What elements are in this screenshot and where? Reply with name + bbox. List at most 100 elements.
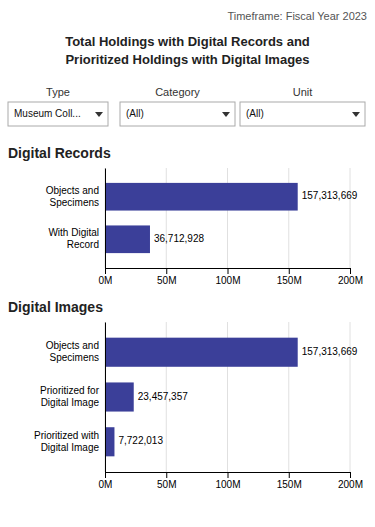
chart-title: Digital Records [8, 145, 111, 161]
filter: Unit (All) [240, 86, 365, 126]
data-labels: 157,313,669 36,712,928 [154, 190, 358, 244]
y-tick-label: Prioritized forDigital Image [40, 385, 100, 408]
y-tick-label-line: Objects and [46, 340, 99, 351]
chart: Digital Images 157,313,669 23,457,357 7,722… [8, 299, 363, 490]
y-tick: Prioritized forDigital Image [40, 385, 105, 408]
data-label: 23,457,357 [138, 391, 188, 402]
filter-value: (All) [246, 108, 264, 119]
bar [105, 382, 134, 411]
y-tick-label-line: With Digital [48, 227, 99, 238]
x-tick: 0M [99, 472, 113, 490]
data-label: 36,712,928 [154, 233, 204, 244]
y-tick: Objects andSpecimens [46, 185, 105, 208]
x-tick-mark [166, 268, 167, 274]
bar [105, 427, 114, 456]
x-tick-mark [228, 472, 229, 478]
x-tick: 200M [338, 268, 363, 286]
dashboard: Timeframe: Fiscal Year 2023 Total Holding… [0, 0, 375, 527]
filter-arrow [352, 112, 360, 117]
x-tick-mark [105, 268, 106, 274]
y-tick-label-line: Specimens [50, 352, 99, 363]
bars [105, 183, 298, 253]
x-tick: 150M [277, 472, 302, 490]
filter-label: Unit [293, 86, 313, 98]
filter: Category (All) [120, 86, 235, 126]
data-label: 157,313,669 [302, 190, 358, 201]
x-axis-line [106, 473, 351, 479]
x-tick-label: 100M [215, 275, 240, 286]
filter-arrow [95, 112, 103, 117]
y-axis: Objects andSpecimens With DigitalRecord [46, 169, 106, 269]
x-axis-line [106, 269, 351, 275]
data-labels: 157,313,669 23,457,357 7,722,013 [118, 346, 357, 447]
x-tick-mark [105, 472, 106, 478]
x-tick-label: 100M [215, 479, 240, 490]
chart-title: Digital Images [8, 299, 103, 315]
grid [105, 168, 350, 268]
y-tick-label-line: Digital Image [41, 397, 100, 408]
x-tick-label: 200M [338, 479, 363, 490]
x-tick-mark [166, 472, 167, 478]
y-tick-label-line: Digital Image [41, 442, 100, 453]
y-tick-label-line: Objects and [46, 185, 99, 196]
x-tick-label: 150M [277, 479, 302, 490]
y-axis-line [105, 323, 106, 473]
y-tick: Prioritized withDigital Image [34, 430, 105, 453]
title-line: Prioritized Holdings with Digital Images [65, 52, 309, 67]
y-tick: Objects andSpecimens [46, 340, 105, 363]
y-tick-label: With DigitalRecord [48, 227, 99, 250]
filter: Type Museum Coll... [8, 86, 108, 126]
grid-line [105, 322, 106, 472]
y-tick-label-line: Specimens [50, 197, 99, 208]
grid [105, 322, 350, 472]
y-tick-label-line: Prioritized for [40, 385, 100, 396]
filter-arrow [222, 112, 230, 117]
bar [105, 183, 298, 211]
bar [105, 225, 150, 253]
filter-box [240, 102, 365, 126]
x-tick: 50M [157, 472, 176, 490]
bar [105, 338, 298, 367]
data-label: 7,722,013 [118, 435, 163, 446]
x-tick-label: 200M [338, 275, 363, 286]
filter-label: Type [46, 86, 70, 98]
data-label: 157,313,669 [302, 346, 358, 357]
x-tick-label: 0M [99, 275, 113, 286]
y-tick: With DigitalRecord [48, 227, 105, 250]
x-tick-label: 50M [157, 275, 176, 286]
x-tick-label: 50M [157, 479, 176, 490]
filter-box [8, 102, 108, 126]
y-axis-line [105, 169, 106, 269]
grid-line [350, 168, 351, 268]
x-tick: 150M [277, 268, 302, 286]
y-axis: Objects andSpecimensPrioritized forDigit… [34, 323, 106, 473]
x-axis: 0M 50M 100M 150M 200M [99, 472, 363, 490]
title: Total Holdings with Digital Records and P… [65, 34, 310, 67]
x-tick: 200M [338, 472, 363, 490]
y-tick-label-line: Record [67, 239, 99, 250]
y-tick-label: Objects andSpecimens [46, 185, 99, 208]
x-tick: 100M [215, 472, 240, 490]
x-tick: 50M [157, 268, 176, 286]
filter-label: Category [155, 86, 200, 98]
grid-line [105, 168, 106, 268]
filter-box [120, 102, 235, 126]
y-tick-label: Prioritized withDigital Image [34, 430, 99, 453]
timeframe: Timeframe: Fiscal Year 2023 [227, 10, 367, 22]
filter-value: (All) [126, 108, 144, 119]
title-line: Total Holdings with Digital Records and [65, 34, 310, 49]
chart: Digital Records 157,313,669 36,712,928 0M 50… [8, 145, 363, 286]
bars [105, 338, 298, 457]
x-tick-mark [289, 268, 290, 274]
y-tick-label: Objects andSpecimens [46, 340, 99, 363]
x-tick-mark [350, 472, 351, 478]
x-tick: 0M [99, 268, 113, 286]
x-tick-mark [289, 472, 290, 478]
y-tick-label-line: Prioritized with [34, 430, 99, 441]
x-tick-mark [350, 268, 351, 274]
x-tick-mark [228, 268, 229, 274]
x-tick: 100M [215, 268, 240, 286]
grid-line [350, 322, 351, 472]
x-axis: 0M 50M 100M 150M 200M [99, 268, 363, 286]
filter-value: Museum Coll... [14, 108, 81, 119]
